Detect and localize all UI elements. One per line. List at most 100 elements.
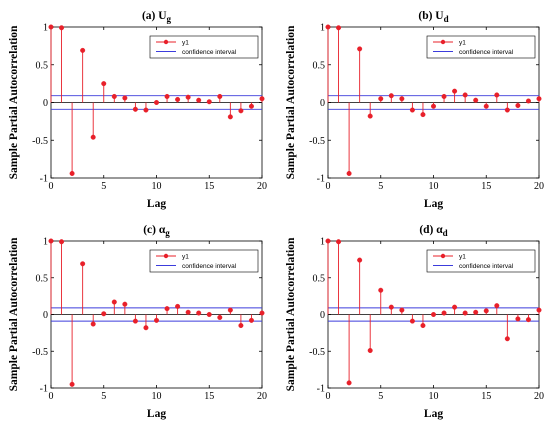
stem-marker	[59, 25, 65, 31]
y-axis-label: Sample Partial Autocorrelation	[8, 25, 20, 179]
legend: y1 confidence interval	[149, 249, 259, 273]
legend-confidence-label: confidence interval	[182, 263, 237, 270]
x-tick-label: 10	[152, 181, 162, 192]
stem-marker	[473, 309, 479, 315]
y-tick-label: -0.5	[309, 347, 325, 358]
legend-series-label: y1	[459, 39, 466, 46]
x-tick-label: 20	[534, 181, 544, 192]
stem-marker	[164, 93, 170, 99]
stem-marker	[336, 25, 342, 31]
stem-marker	[217, 93, 223, 99]
legend-confidence-label: confidence interval	[459, 49, 514, 56]
stem-marker	[248, 103, 254, 109]
y-tick-label: 0	[320, 98, 325, 109]
stem-marker	[357, 46, 363, 52]
stem-marker	[143, 325, 149, 331]
stem-marker	[483, 103, 489, 109]
stem-marker	[132, 106, 138, 112]
stem-marker	[367, 348, 373, 354]
panel-title-main: (d) α	[419, 224, 443, 236]
stem-marker	[48, 24, 54, 30]
panel-title-subscript: d	[443, 228, 448, 238]
y-tick-label: 0.5	[36, 60, 49, 71]
panel-title: (b) Ud	[418, 10, 448, 24]
stem-marker	[494, 92, 500, 98]
stem-marker	[227, 307, 233, 313]
stem-marker	[452, 88, 458, 94]
y-tick-label: -1	[317, 174, 325, 185]
stem-marker	[431, 103, 437, 109]
stem-marker	[69, 170, 75, 176]
stem-marker	[378, 287, 384, 293]
x-tick-label: 5	[101, 391, 106, 402]
stem-marker	[399, 96, 405, 102]
legend-confidence-label: confidence interval	[182, 49, 237, 56]
stem-marker	[346, 170, 352, 176]
stem-marker	[59, 239, 65, 245]
stem-marker	[399, 307, 405, 313]
stem-marker	[111, 299, 117, 305]
stem-marker	[238, 108, 244, 114]
stem-marker	[346, 380, 352, 386]
stem-marker	[80, 47, 86, 53]
stem-marker	[185, 94, 191, 100]
stem-marker	[409, 107, 415, 113]
panel-title-main: (a) U	[142, 10, 167, 22]
panel-title-subscript: g	[165, 228, 170, 238]
legend: y1 confidence interval	[426, 35, 536, 59]
stem-marker	[185, 309, 191, 315]
panel-title-subscript: g	[167, 14, 172, 24]
y-tick-label: -0.5	[32, 347, 48, 358]
stem-marker	[259, 310, 265, 316]
stem-marker	[206, 312, 212, 318]
y-tick-label: 0	[43, 98, 48, 109]
stem-marker	[420, 323, 426, 329]
x-tick-label: 10	[429, 181, 439, 192]
stem-marker	[259, 96, 265, 102]
stem-marker	[367, 113, 373, 119]
legend-series-label: y1	[182, 39, 189, 46]
y-tick-label: -1	[40, 384, 48, 395]
x-tick-label: 0	[326, 391, 331, 402]
x-tick-label: 10	[429, 391, 439, 402]
legend-stem-marker	[440, 253, 446, 259]
stem-marker	[101, 311, 107, 317]
panel-title-subscript: d	[444, 14, 449, 24]
stem-marker	[196, 310, 202, 316]
stem-marker	[536, 96, 542, 102]
x-axis-label: Lag	[147, 408, 166, 420]
x-tick-label: 15	[204, 181, 214, 192]
stem-marker	[525, 317, 531, 323]
stem-marker	[515, 316, 521, 322]
stem-marker	[378, 96, 384, 102]
legend-stem-marker	[440, 39, 446, 45]
stem-marker	[441, 93, 447, 99]
y-tick-label: -1	[40, 174, 48, 185]
x-axis-label: Lag	[147, 198, 166, 210]
x-tick-label: 15	[481, 181, 491, 192]
stem-marker	[206, 99, 212, 105]
stem-marker	[132, 318, 138, 324]
stem-marker	[175, 303, 181, 309]
stem-marker	[431, 312, 437, 318]
legend-series-label: y1	[459, 253, 466, 260]
stem-marker	[217, 314, 223, 320]
panel-title-main: (c) α	[143, 224, 166, 236]
x-tick-label: 0	[49, 181, 54, 192]
stem-marker	[388, 304, 394, 310]
y-tick-label: -0.5	[32, 136, 48, 147]
legend-series-label: y1	[182, 253, 189, 260]
y-tick-label: -0.5	[309, 136, 325, 147]
stem-marker	[452, 304, 458, 310]
y-axis-label: Sample Partial Autocorrelation	[8, 237, 20, 391]
legend: y1 confidence interval	[149, 35, 259, 59]
panel-title: (a) Ug	[142, 10, 172, 24]
stem-marker	[175, 96, 181, 102]
legend-box	[149, 35, 259, 59]
legend-stem-marker	[163, 39, 169, 45]
x-tick-label: 0	[326, 181, 331, 192]
x-tick-label: 20	[257, 391, 267, 402]
